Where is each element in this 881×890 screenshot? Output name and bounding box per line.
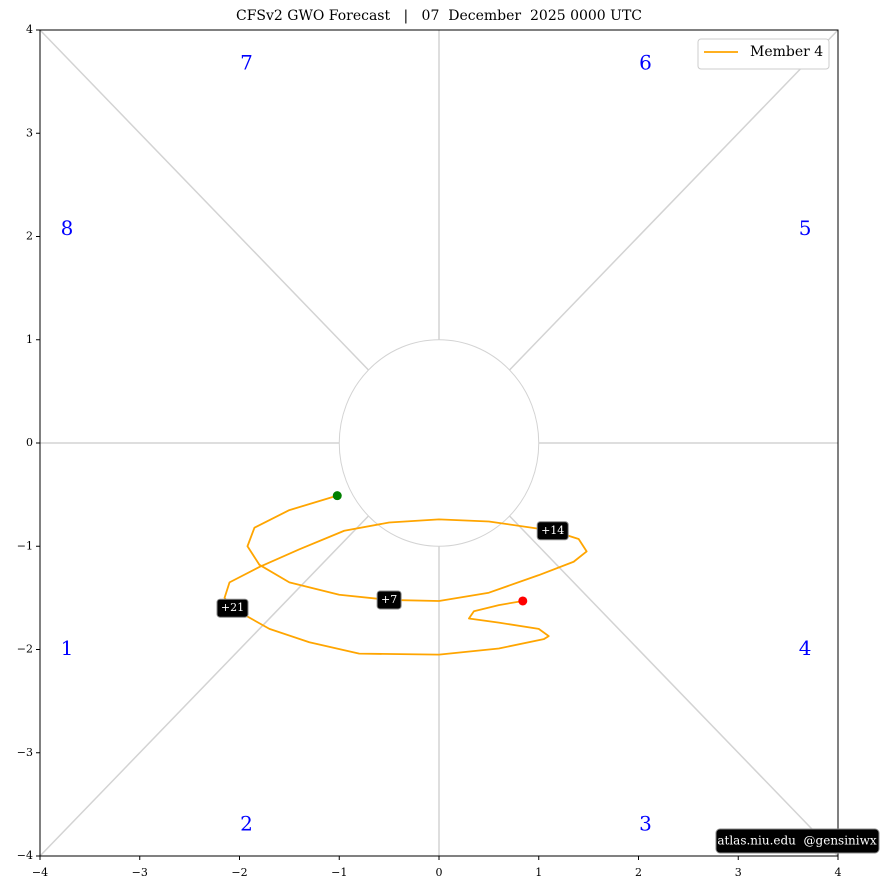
phase-label: 1	[61, 636, 74, 660]
legend-label: Member 4	[750, 44, 823, 60]
y-tick-label: 3	[26, 126, 33, 139]
day-label-box	[376, 590, 402, 610]
x-tick-label: 2	[635, 866, 642, 879]
x-tick-label: 4	[835, 866, 842, 879]
diagonal-divider	[39, 515, 370, 857]
day-label-box	[216, 598, 249, 618]
y-tick-label: 0	[26, 436, 33, 449]
phase-label: 2	[240, 812, 253, 836]
y-tick-label: −3	[17, 746, 33, 759]
x-tick-label: 0	[436, 866, 443, 879]
x-tick-label: −1	[331, 866, 347, 879]
y-tick-label: −4	[17, 849, 33, 862]
diagonal-divider	[39, 29, 370, 371]
phase-label: 6	[639, 51, 652, 75]
y-tick-label: 1	[26, 333, 33, 346]
phase-label: 8	[61, 216, 74, 240]
day-label: +14	[541, 524, 564, 537]
day-label: +21	[221, 601, 244, 614]
y-tick-label: 2	[26, 230, 33, 243]
day-label: +7	[381, 593, 397, 606]
day-label-box	[536, 521, 569, 541]
x-tick-label: 1	[535, 866, 542, 879]
credit-box	[715, 828, 880, 854]
diagonal-divider	[508, 29, 839, 371]
phase-label: 7	[240, 51, 253, 75]
chart-title: CFSv2 GWO Forecast | 07 December 2025 00…	[236, 8, 642, 24]
phase-label: 3	[639, 812, 652, 836]
y-tick-label: −1	[17, 539, 33, 552]
y-tick-label: −2	[17, 643, 33, 656]
diagonal-divider	[508, 515, 839, 857]
x-tick-label: −3	[132, 866, 148, 879]
x-tick-label: 3	[735, 866, 742, 879]
end-point	[518, 596, 528, 606]
y-tick-label: 4	[26, 23, 33, 36]
credit: atlas.niu.edu @gensiniwx	[717, 834, 877, 848]
phase-label: 5	[799, 216, 812, 240]
x-tick-label: −2	[231, 866, 247, 879]
phase-label: 4	[799, 636, 812, 660]
trajectory-line	[223, 494, 588, 656]
x-tick-label: −4	[32, 866, 48, 879]
unit-circle	[338, 339, 540, 547]
start-point	[332, 491, 342, 501]
legend-box	[697, 38, 830, 70]
